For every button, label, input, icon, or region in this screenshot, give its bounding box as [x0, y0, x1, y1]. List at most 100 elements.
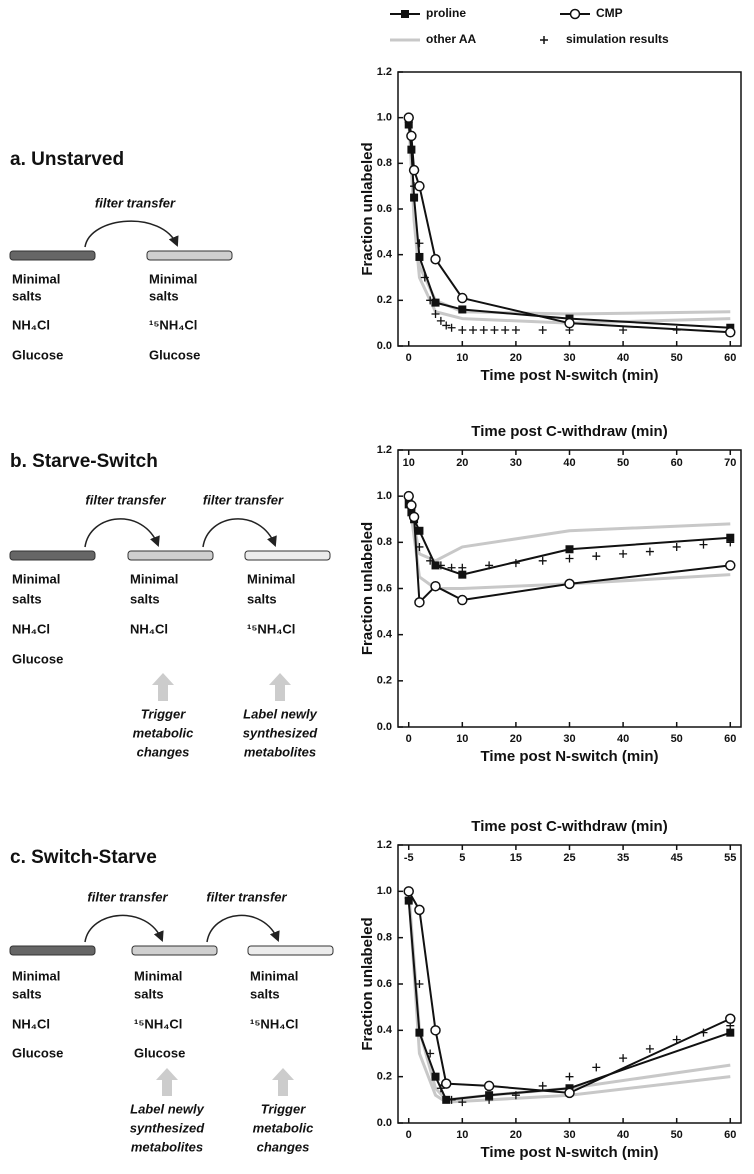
- dish-text: Glucose: [12, 651, 63, 666]
- dish-text: Minimal: [149, 271, 197, 286]
- plus-marker: [672, 542, 681, 551]
- x-tick-label: 20: [510, 733, 522, 745]
- plus-marker: [490, 326, 499, 335]
- plus-marker: [619, 1054, 628, 1063]
- x-tick-label: 20: [510, 352, 522, 364]
- legend-label: simulation results: [566, 32, 669, 46]
- square-marker: [407, 508, 416, 517]
- dish-text: Glucose: [12, 347, 63, 362]
- x-tick-label: 50: [671, 733, 683, 745]
- x2-tick-label: 45: [671, 852, 683, 864]
- plus-marker: [645, 1044, 654, 1053]
- x2-tick-label: 25: [563, 852, 575, 864]
- x-axis-label: Time post N-switch (min): [480, 367, 658, 384]
- y-tick-label: 0.8: [377, 536, 392, 548]
- x2-tick-label: 10: [403, 457, 415, 469]
- circle-marker: [414, 904, 425, 916]
- x-tick-label: 60: [724, 352, 736, 364]
- x-tick-label: 0: [406, 1129, 412, 1141]
- x2-axis-label: Time post C-withdraw (min): [471, 423, 667, 440]
- dish: [131, 945, 218, 956]
- dish-text: Minimal: [134, 968, 182, 983]
- aa-line: [407, 891, 731, 1102]
- panel-title: c. Switch-Starve: [10, 847, 157, 868]
- y-tick-label: 0.0: [377, 340, 392, 352]
- square-marker: [407, 145, 416, 154]
- aa-line: [407, 495, 731, 563]
- transfer-arrow: [202, 518, 277, 548]
- up-arrow: [272, 1068, 294, 1096]
- plus-marker: [458, 326, 467, 335]
- panel-title: a. Unstarved: [10, 149, 124, 170]
- square-marker: [726, 533, 735, 542]
- square-marker: [442, 1095, 451, 1104]
- y-tick-label: 0.6: [377, 203, 392, 215]
- square-marker: [565, 545, 574, 554]
- x-tick-label: 40: [617, 733, 629, 745]
- square-marker: [410, 193, 419, 202]
- dish-text: salts: [250, 986, 280, 1001]
- dish-text: NH₄Cl: [12, 621, 50, 636]
- x2-tick-label: 60: [671, 457, 683, 469]
- circle-marker: [408, 511, 420, 523]
- x-tick-label: 50: [671, 352, 683, 364]
- dish-text: Minimal: [12, 271, 60, 286]
- note-text: metabolites: [131, 1139, 203, 1154]
- plus-marker: [436, 316, 445, 325]
- plus-marker: [479, 326, 488, 335]
- up-arrow: [156, 1068, 178, 1096]
- circle-marker: [403, 112, 414, 123]
- circle-marker: [725, 1013, 736, 1024]
- plus-marker: [501, 326, 510, 335]
- legend-marker: [540, 36, 548, 44]
- x-tick-label: 60: [724, 733, 736, 745]
- note-text: Label newly: [243, 706, 317, 721]
- note-text: Label newly: [130, 1101, 204, 1116]
- transfer-arrow: [84, 914, 164, 943]
- y-tick-label: 0.8: [377, 157, 392, 169]
- plus-marker: [458, 1098, 467, 1107]
- x-tick-label: 30: [563, 1129, 575, 1141]
- dish-text: ¹⁵NH₄Cl: [134, 1016, 182, 1031]
- dish-text: Glucose: [12, 1045, 63, 1060]
- legend-label: proline: [426, 6, 466, 20]
- y-tick-label: 0.4: [377, 629, 393, 641]
- circle-marker: [725, 560, 736, 571]
- plus-marker: [538, 556, 547, 565]
- y-tick-label: 1.0: [377, 112, 392, 124]
- plus-marker: [431, 310, 440, 319]
- square-marker: [431, 1072, 440, 1081]
- square-marker: [415, 1028, 424, 1037]
- dish-text: Minimal: [12, 571, 60, 586]
- x2-tick-label: -5: [404, 852, 414, 864]
- y-tick-label: 1.2: [377, 444, 392, 456]
- x2-tick-label: 15: [510, 852, 522, 864]
- y-tick-label: 0.6: [377, 978, 392, 990]
- plus-marker: [619, 326, 628, 335]
- dish-text: salts: [134, 986, 164, 1001]
- y-tick-label: 1.2: [377, 839, 392, 851]
- plus-marker: [538, 1081, 547, 1090]
- dish: [9, 945, 96, 956]
- dish-text: Minimal: [250, 968, 298, 983]
- circle-marker: [406, 130, 417, 142]
- y-tick-label: 0.4: [377, 1024, 393, 1036]
- dish-text: NH₄Cl: [12, 317, 50, 332]
- y-tick-label: 0.4: [377, 249, 393, 261]
- legend-marker: [401, 10, 409, 18]
- note-text: metabolites: [244, 744, 316, 759]
- aa-line: [407, 495, 731, 590]
- dish-text: salts: [149, 288, 179, 303]
- y-tick-label: 0.2: [377, 294, 392, 306]
- plus-marker: [447, 323, 456, 332]
- circle-marker: [725, 327, 736, 338]
- dish-text: NH₄Cl: [130, 621, 168, 636]
- y-axis-label: Fraction unlabeled: [359, 142, 376, 275]
- plus-marker: [511, 326, 520, 335]
- x2-tick-label: 5: [459, 852, 465, 864]
- square-marker: [431, 298, 440, 307]
- x-axis-label: Time post N-switch (min): [480, 748, 658, 765]
- note-text: Trigger: [261, 1101, 306, 1116]
